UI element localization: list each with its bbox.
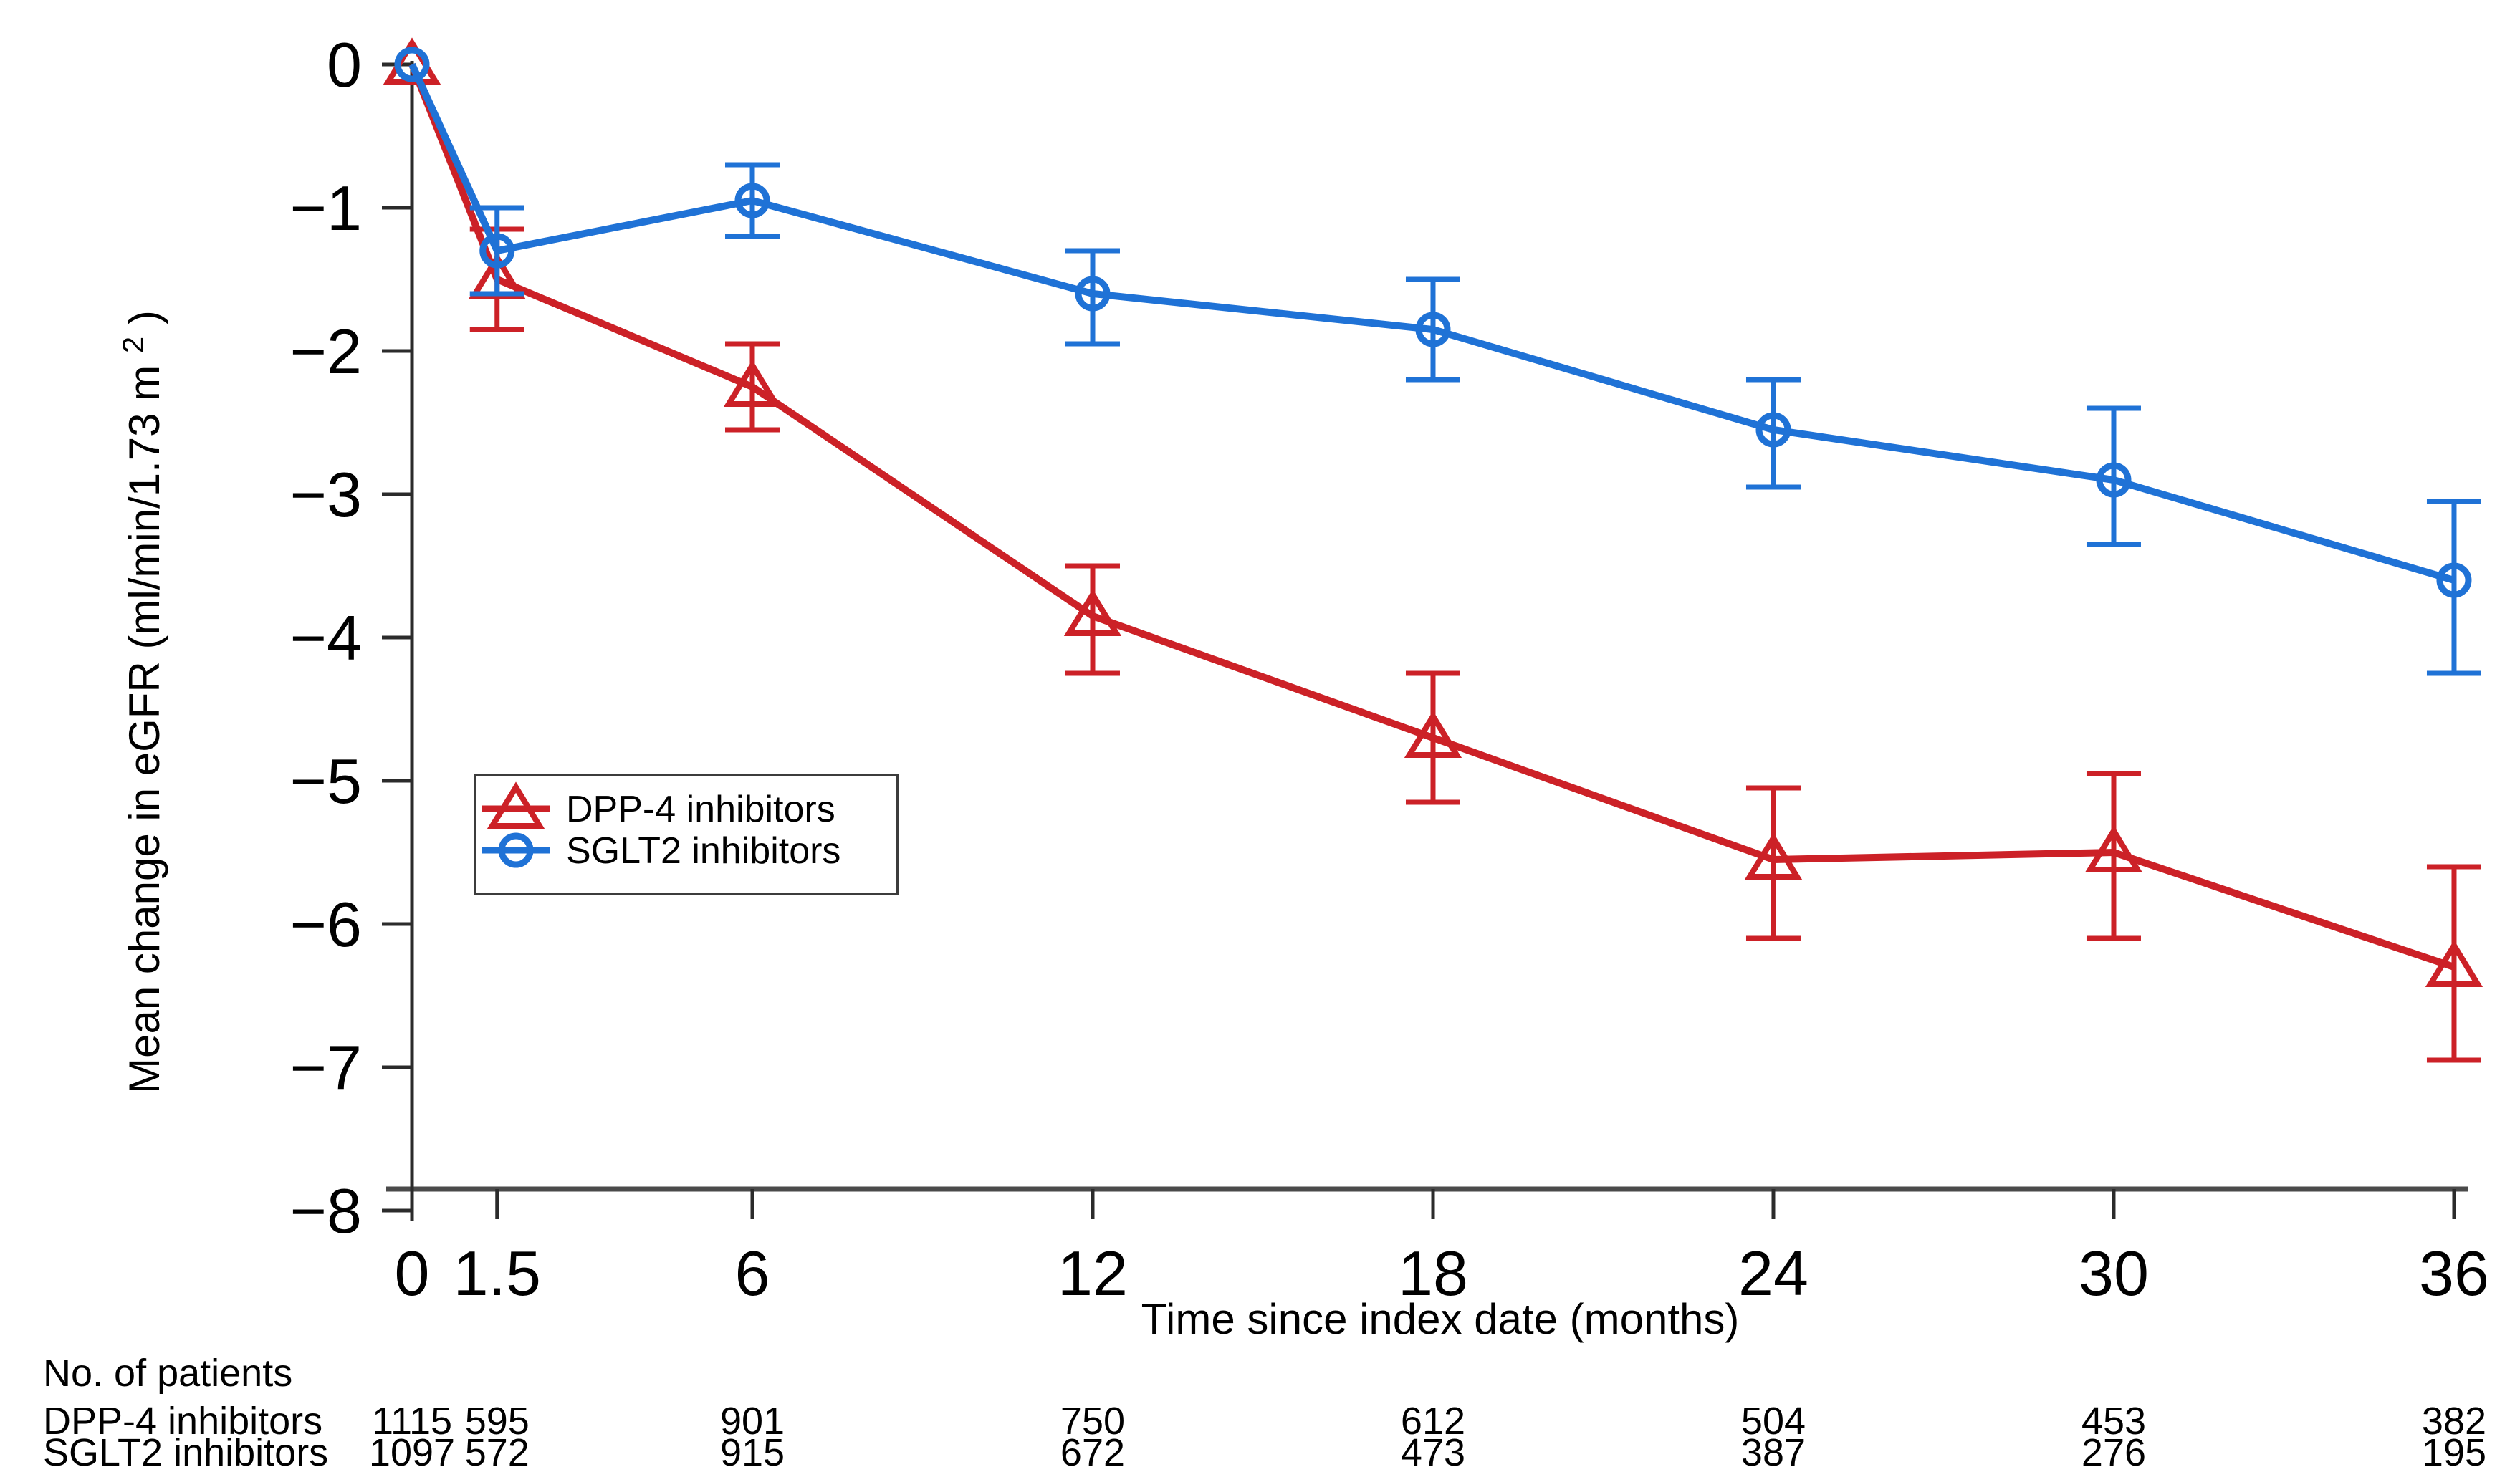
data-point-marker-sglt2-inhibitors — [734, 183, 770, 218]
legend: DPP-4 inhibitors SGLT2 inhibitors — [474, 774, 899, 895]
x-tick-label: 1.5 — [454, 1238, 541, 1309]
y-axis-title-main: Mean change in eGFR (ml/min/1.73 m — [120, 365, 168, 1094]
data-point-marker-sglt2-inhibitors — [479, 233, 515, 269]
legend-marker-triangle-icon — [487, 781, 545, 829]
x-tick-label: 12 — [1058, 1238, 1128, 1309]
patient-count: 1097 — [369, 1431, 455, 1472]
patients-table: No. of patients DPP-4 inhibitors SGLT2 i… — [43, 1352, 2486, 1472]
y-axis-title: Mean change in eGFR (ml/min/1.73 m 2 ) — [105, 310, 168, 1094]
y-tick-label: −1 — [290, 173, 362, 244]
x-tick-label: 18 — [1398, 1238, 1468, 1309]
patients-table-header: No. of patients — [43, 1352, 292, 1395]
patient-count: 595 — [465, 1400, 530, 1443]
patient-count: 750 — [1060, 1400, 1125, 1443]
patient-count: 1115 — [372, 1400, 452, 1443]
patient-count: 504 — [1741, 1400, 1806, 1443]
y-tick-label: −8 — [290, 1175, 362, 1246]
series-line-dpp-4-inhibitors — [408, 63, 2456, 971]
data-point-marker-sglt2-inhibitors — [1755, 412, 1791, 448]
data-point-marker-dpp-4-inhibitors — [2084, 825, 2143, 872]
axes-layer: 0 −1 −2 −3 −4 −5 −6 −7 −8 0 1.5 6 12 18 24 30 36 — [290, 29, 2489, 1309]
patient-count: 453 — [2081, 1400, 2146, 1443]
y-axis-title-superscript: 2 — [116, 337, 150, 353]
patient-count: 672 — [1060, 1431, 1125, 1472]
patient-count: 612 — [1401, 1400, 1465, 1443]
series-dpp-4-inhibitors — [383, 37, 2483, 1063]
x-tick-label: 36 — [2419, 1238, 2489, 1309]
legend-marker-circle-icon — [498, 832, 534, 868]
patient-count: 572 — [465, 1431, 530, 1472]
data-point-marker-dpp-4-inhibitors — [1404, 711, 1462, 758]
data-point-marker-sglt2-inhibitors — [394, 47, 430, 82]
patient-count: 473 — [1401, 1431, 1465, 1472]
patient-count: 387 — [1741, 1431, 1806, 1472]
patient-count: 195 — [2422, 1431, 2486, 1472]
y-tick-label: −5 — [290, 746, 362, 817]
y-tick-label: −3 — [290, 459, 362, 530]
legend-box — [474, 774, 899, 895]
series-layer — [383, 37, 2483, 1063]
patients-numbers: 1115 595 901 750 612 504 453 382 1097 572 915 672 47… — [369, 1400, 2486, 1472]
y-tick-label: −4 — [290, 602, 362, 673]
data-point-marker-sglt2-inhibitors — [1415, 312, 1451, 347]
legend-marks — [482, 781, 550, 868]
data-point-marker-dpp-4-inhibitors — [1063, 589, 1122, 636]
data-point-marker-dpp-4-inhibitors — [2425, 940, 2483, 987]
y-axis-title-close: ) — [120, 310, 168, 324]
data-point-marker-sglt2-inhibitors — [2096, 462, 2132, 498]
patients-row-label-dpp4: DPP-4 inhibitors — [43, 1400, 322, 1443]
x-tick-label: 0 — [395, 1238, 430, 1309]
legend-label-sglt2: SGLT2 inhibitors — [566, 830, 840, 872]
patient-count: 276 — [2081, 1431, 2146, 1472]
patient-count: 382 — [2422, 1400, 2486, 1443]
x-axis-title: Time since index date (months) — [1141, 1295, 1740, 1343]
data-point-marker-sglt2-inhibitors — [2436, 562, 2472, 598]
series-line-sglt2-inhibitors — [408, 62, 2456, 584]
y-tick-label: −6 — [290, 889, 362, 960]
patients-row-label-sglt2: SGLT2 inhibitors — [43, 1431, 328, 1472]
data-point-marker-dpp-4-inhibitors — [723, 360, 782, 407]
y-tick-label: −2 — [290, 316, 362, 387]
legend-label-dpp4: DPP-4 inhibitors — [566, 789, 835, 830]
y-tick-label: 0 — [327, 29, 362, 100]
patient-count: 915 — [720, 1431, 785, 1472]
data-point-marker-dpp-4-inhibitors — [468, 252, 526, 299]
x-tick-label: 6 — [735, 1238, 770, 1309]
patient-count: 901 — [720, 1400, 785, 1443]
series-sglt2-inhibitors — [394, 47, 2481, 676]
x-tick-label: 24 — [1738, 1238, 1808, 1309]
x-tick-label: 30 — [2079, 1238, 2149, 1309]
y-tick-label: −7 — [290, 1032, 362, 1103]
data-point-marker-sglt2-inhibitors — [1075, 276, 1111, 312]
data-point-marker-dpp-4-inhibitors — [1744, 832, 1803, 880]
